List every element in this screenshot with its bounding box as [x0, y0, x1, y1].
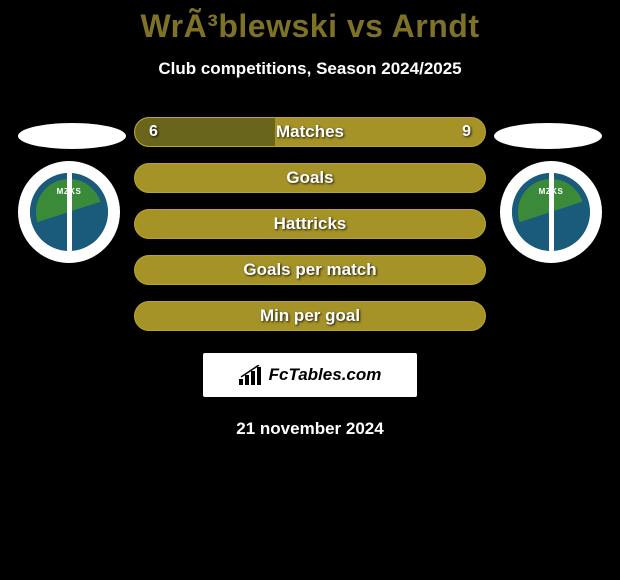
player1-ellipse [18, 123, 126, 149]
badge-sword-icon [549, 173, 554, 251]
bar-chart-icon [239, 365, 263, 385]
bar-row: Matches6 9 [134, 117, 486, 147]
bar-value-left: 6 [149, 123, 158, 141]
subtitle: Club competitions, Season 2024/2025 [0, 59, 620, 79]
badge-text: MZKS [57, 187, 82, 196]
bar-label: Hattricks [135, 214, 485, 234]
badge-sword-icon [67, 173, 72, 251]
player2-ellipse [494, 123, 602, 149]
bar-label: Min per goal [135, 306, 485, 326]
player2-name: Arndt [392, 8, 480, 44]
comparison-infographic: WrÃ³blewski vs Arndt Club competitions, … [0, 0, 620, 439]
bar-row: Goals [134, 163, 486, 193]
bar-label: Goals [135, 168, 485, 188]
date-label: 21 november 2024 [0, 419, 620, 439]
badge-inner: MZKS [512, 173, 590, 251]
bar-value-right: 9 [462, 123, 471, 141]
player1-club-badge: MZKS [18, 161, 120, 263]
bar-label: Matches [135, 122, 485, 142]
bar-row: Goals per match [134, 255, 486, 285]
bar-label: Goals per match [135, 260, 485, 280]
vs-separator: vs [337, 8, 391, 44]
badge-text: MZKS [539, 187, 564, 196]
fctables-attribution: FcTables.com [203, 353, 417, 397]
chart-area: Matches6 9 Goals Hattricks Goals per match Mi… [0, 117, 620, 331]
page-title: WrÃ³blewski vs Arndt [0, 8, 620, 45]
player2-club-badge: MZKS [500, 161, 602, 263]
comparison-bars: Matches6 9 Goals Hattricks Goals per match Mi… [134, 117, 486, 331]
fctables-label: FcTables.com [269, 365, 382, 385]
player1-name: WrÃ³blewski [141, 8, 338, 44]
bar-row: Min per goal [134, 301, 486, 331]
badge-inner: MZKS [30, 173, 108, 251]
bar-row: Hattricks [134, 209, 486, 239]
